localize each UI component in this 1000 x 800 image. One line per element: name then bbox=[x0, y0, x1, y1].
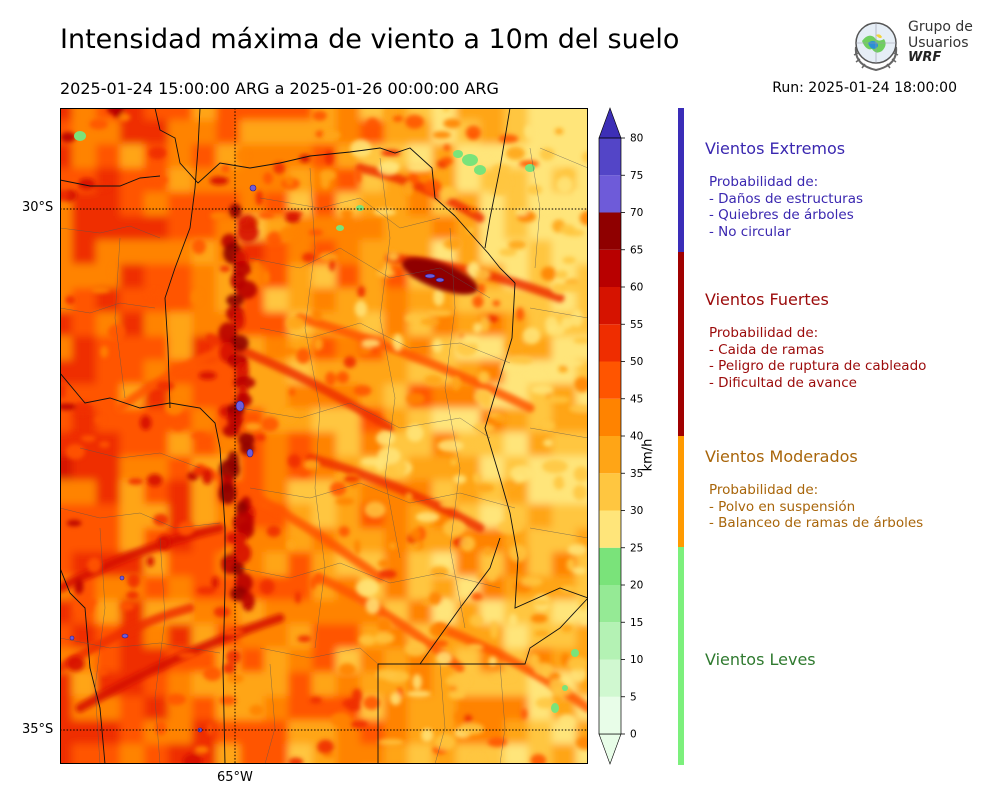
colorbar-tick-label: 80 bbox=[630, 133, 643, 145]
colorbar-swatch bbox=[599, 398, 621, 436]
desc-line: - Polvo en suspensión bbox=[709, 498, 856, 515]
colorbar-swatch bbox=[599, 361, 621, 399]
desc-line: - Dificultad de avance bbox=[709, 374, 857, 391]
colorbar-tick-label: 5 bbox=[630, 691, 637, 703]
desc-line: Probabilidad de: bbox=[709, 325, 819, 341]
band-leves bbox=[678, 547, 684, 765]
category-title: Vientos Extremos bbox=[705, 139, 846, 158]
colorbar-swatch bbox=[599, 138, 621, 176]
colorbar-tick-label: 15 bbox=[630, 617, 643, 629]
colorbar-swatch bbox=[599, 473, 621, 511]
logo-line2: Usuarios bbox=[908, 35, 969, 51]
band-extremos bbox=[678, 108, 684, 252]
group-logo: Grupo de Usuarios WRF bbox=[848, 17, 973, 73]
colorbar-swatch bbox=[599, 659, 621, 697]
graticule bbox=[60, 108, 588, 764]
category-title: Vientos Moderados bbox=[705, 447, 858, 466]
colorbar-swatch bbox=[599, 249, 621, 287]
colorbar-swatch bbox=[599, 436, 621, 474]
chart-title: Intensidad máxima de viento a 10m del su… bbox=[60, 24, 680, 55]
colorbar-tick-label: 25 bbox=[630, 542, 643, 554]
lat-label-30s: 30°S bbox=[22, 200, 54, 215]
desc-line: - Caida de ramas bbox=[709, 341, 825, 358]
category-desc: Probabilidad de: - Daños de estructuras … bbox=[709, 174, 863, 240]
colorbar-tick-label: 0 bbox=[630, 729, 637, 741]
colorbar-unit: km/h bbox=[640, 438, 656, 472]
run-label: Run: 2025-01-24 18:00:00 bbox=[772, 80, 957, 96]
logo-line3: WRF bbox=[908, 50, 942, 65]
colorbar-swatch bbox=[599, 175, 621, 213]
category-title: Vientos Fuertes bbox=[705, 290, 829, 309]
desc-line: - Balanceo de ramas de árboles bbox=[709, 515, 924, 531]
colorbar-tick-label: 55 bbox=[630, 319, 643, 331]
desc-line: - Daños de estructuras bbox=[709, 190, 864, 207]
colorbar-tick-label: 20 bbox=[630, 580, 643, 592]
colorbar-swatch bbox=[599, 287, 621, 325]
colorbar-swatch bbox=[599, 547, 621, 585]
colorbar: 0 5 10 15 20 25 30 35 40 45 50 55 60 65 70 75 80 bbox=[598, 107, 643, 765]
province-borders bbox=[60, 108, 588, 764]
colorbar-swatch bbox=[599, 696, 621, 734]
colorbar-swatch bbox=[599, 622, 621, 660]
colorbar-tick-label: 30 bbox=[630, 505, 643, 517]
logo-line1: Grupo de bbox=[908, 19, 973, 35]
colorbar-tick-label: 50 bbox=[630, 356, 643, 368]
desc-line: - No circular bbox=[709, 223, 791, 240]
desc-line: Probabilidad de: bbox=[709, 482, 819, 498]
wind-field bbox=[60, 108, 588, 764]
desc-line: - Quiebres de árboles bbox=[709, 207, 854, 223]
colorbar-tick-label: 40 bbox=[630, 431, 643, 443]
category-fuertes: Vientos Fuertes Probabilidad de: - Caida… bbox=[705, 290, 926, 391]
period-label: 2025-01-24 15:00:00 ARG a 2025-01-26 00:… bbox=[60, 79, 499, 98]
category-desc: Probabilidad de: - Polvo en suspensión -… bbox=[709, 482, 923, 532]
band-fuertes bbox=[678, 252, 684, 436]
colorbar-swatch bbox=[599, 585, 621, 623]
lat-label-35s: 35°S bbox=[22, 722, 54, 737]
lon-label-65w: 65°W bbox=[217, 770, 253, 785]
colorbar-swatch bbox=[599, 510, 621, 548]
category-desc: Probabilidad de: - Caida de ramas - Peli… bbox=[709, 325, 926, 391]
colorbar-tick-label: 70 bbox=[630, 207, 643, 219]
wind-map bbox=[60, 108, 588, 764]
colorbar-tick-label: 65 bbox=[630, 244, 643, 256]
category-extremos: Vientos Extremos Probabilidad de: - Daño… bbox=[705, 139, 863, 240]
colorbar-extend-low bbox=[598, 733, 622, 765]
desc-line: Probabilidad de: bbox=[709, 174, 819, 190]
colorbar-extend-high bbox=[598, 107, 622, 139]
desc-line: - Peligro de ruptura de cableado bbox=[709, 358, 927, 374]
colorbar-tick-label: 60 bbox=[630, 282, 643, 294]
globe-icon bbox=[853, 22, 899, 72]
category-moderados: Vientos Moderados Probabilidad de: - Pol… bbox=[705, 447, 923, 532]
map-frame bbox=[60, 108, 588, 764]
band-moderados bbox=[678, 436, 684, 547]
colorbar-swatch bbox=[599, 324, 621, 362]
category-leves: Vientos Leves bbox=[705, 650, 816, 669]
category-title: Vientos Leves bbox=[705, 650, 816, 669]
department-borders bbox=[60, 147, 588, 764]
colorbar-tick-label: 10 bbox=[630, 654, 643, 666]
colorbar-tick-label: 45 bbox=[630, 393, 643, 405]
colorbar-swatch bbox=[599, 212, 621, 250]
colorbar-tick-label: 75 bbox=[630, 170, 643, 182]
colorbar-tick-label: 35 bbox=[630, 468, 643, 480]
